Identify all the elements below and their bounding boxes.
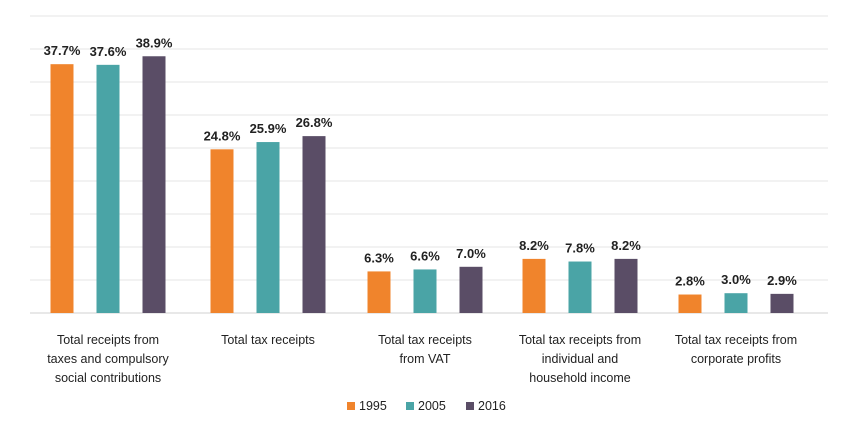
bar-1995: [210, 149, 234, 313]
value-label-2016: 26.8%: [296, 115, 333, 130]
bar-2016: [459, 266, 483, 313]
category-labels: Total receipts from taxes and compulsory s…: [47, 333, 797, 385]
value-label-1995: 2.8%: [675, 274, 705, 289]
bars: [50, 56, 794, 314]
bar-2016: [302, 136, 326, 313]
legend-label-1995: 1995: [359, 399, 387, 413]
value-label-2016: 7.0%: [456, 246, 486, 261]
category-label: Total receipts from taxes and compulsory s…: [47, 333, 169, 385]
value-label-2005: 37.6%: [90, 44, 127, 59]
bar-2005: [413, 269, 437, 313]
value-label-2005: 6.6%: [410, 248, 440, 263]
bar-2005: [724, 293, 748, 313]
bar-2005: [568, 261, 592, 313]
category-label: Total tax receipts from VAT: [378, 333, 472, 366]
category-label: Total tax receipts: [221, 333, 315, 347]
bar-1995: [522, 258, 546, 313]
bar-1995: [367, 271, 391, 313]
bar-1995: [50, 64, 74, 314]
legend-swatch-2005: [406, 402, 414, 410]
value-label-2005: 25.9%: [250, 121, 287, 136]
value-label-2016: 2.9%: [767, 273, 797, 288]
bar-1995: [678, 294, 702, 313]
bar-2005: [96, 64, 120, 313]
value-label-1995: 8.2%: [519, 238, 549, 253]
value-labels: 37.7% 24.8% 6.3% 8.2% 2.8% 37.6% 25.9% 6.6% 7.8%…: [44, 35, 798, 288]
legend: 1995 2005 2016: [347, 399, 506, 413]
value-label-2016: 8.2%: [611, 238, 641, 253]
value-label-2005: 3.0%: [721, 272, 751, 287]
legend-swatch-2016: [466, 402, 474, 410]
bar-2016: [142, 56, 166, 313]
value-label-1995: 37.7%: [44, 43, 81, 58]
legend-label-2005: 2005: [418, 399, 446, 413]
bar-2016: [614, 258, 638, 313]
value-label-1995: 24.8%: [204, 128, 241, 143]
legend-swatch-1995: [347, 402, 355, 410]
bar-2016: [770, 293, 794, 313]
value-label-2005: 7.8%: [565, 241, 595, 256]
bar-2005: [256, 142, 280, 313]
value-label-2016: 38.9%: [136, 35, 173, 50]
category-label: Total tax receipts from individual and hou…: [519, 333, 641, 385]
legend-label-2016: 2016: [478, 399, 506, 413]
category-label: Total tax receipts from corporate profits: [675, 333, 797, 366]
value-label-1995: 6.3%: [364, 250, 394, 265]
